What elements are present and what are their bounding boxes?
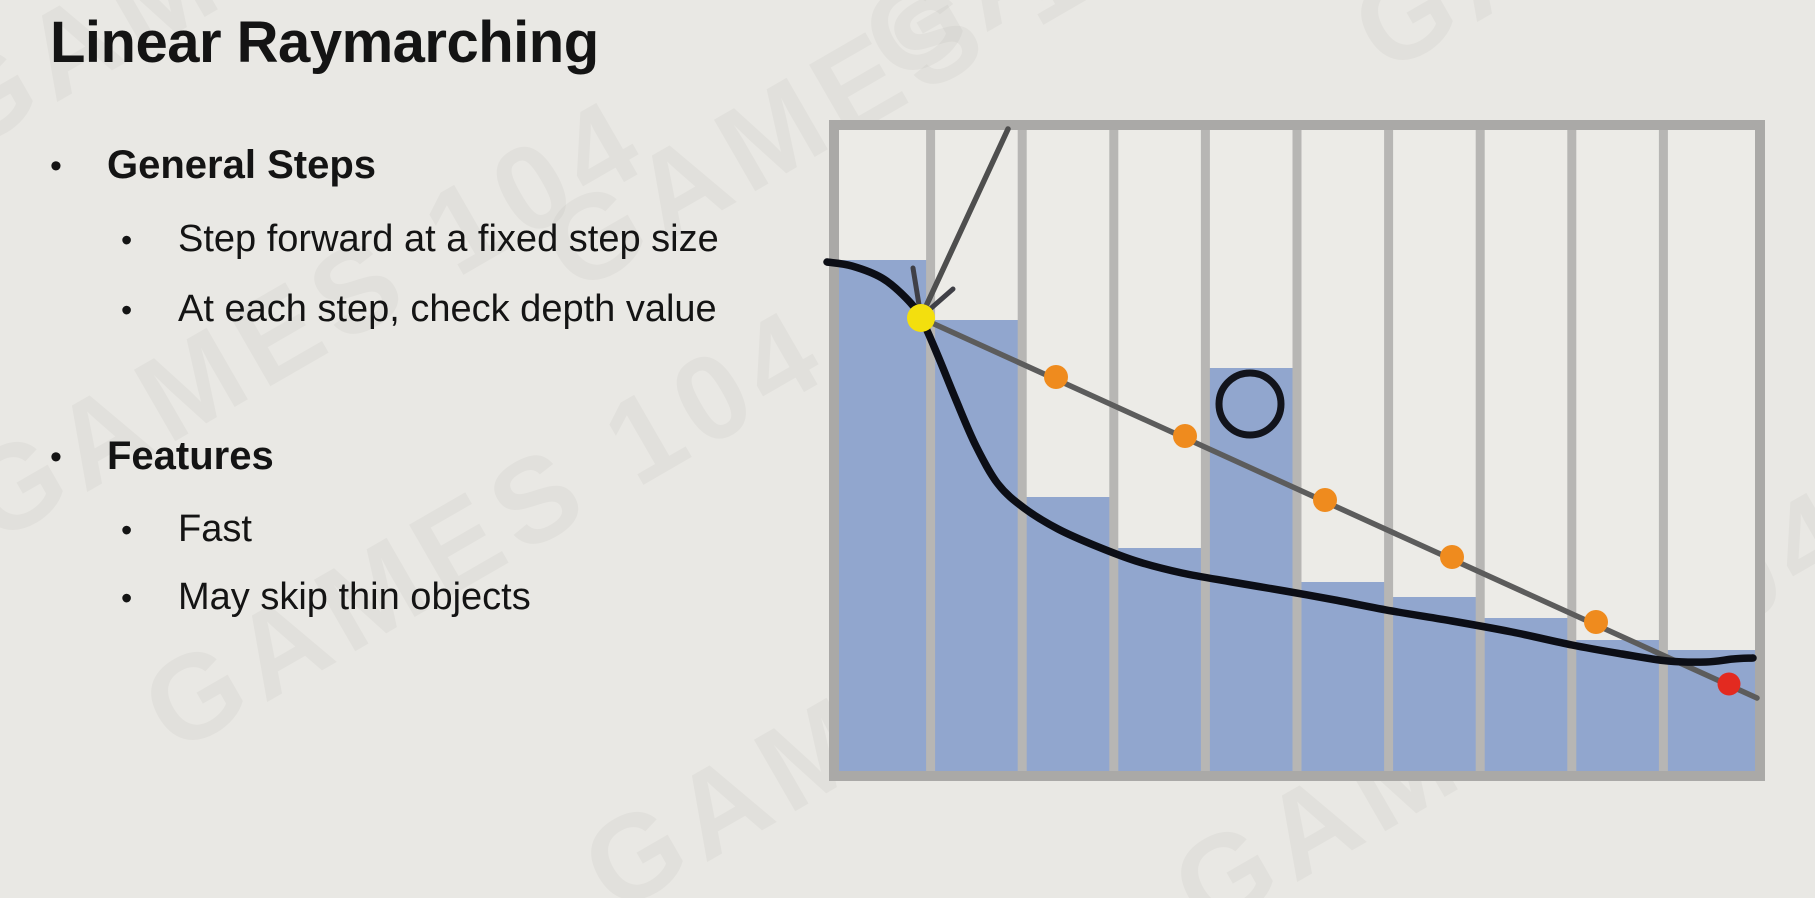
- bullet-marker: •: [50, 438, 62, 476]
- bullet-heading-label: Features: [107, 434, 274, 478]
- depth-bar: [1113, 548, 1206, 771]
- bullet-item-label: Step forward at a fixed step size: [178, 218, 719, 260]
- page-title: Linear Raymarching: [50, 10, 599, 75]
- bullet-heading-label: General Steps: [107, 143, 377, 187]
- scene-depth-curve: [823, 258, 1757, 666]
- bullet-item-check-depth: • At each step, check depth value: [121, 290, 717, 328]
- depth-bar: [930, 320, 1023, 771]
- depth-bar: [839, 260, 931, 771]
- depth-bar: [1571, 640, 1664, 771]
- step-point: [1173, 424, 1197, 448]
- watermark-text: GAMES 104: [1151, 459, 1815, 898]
- bullet-item-fast: • Fast: [121, 510, 252, 548]
- column-divider: [926, 130, 936, 771]
- watermark-text: GAMES 104: [840, 0, 1570, 110]
- bullet-marker: •: [50, 147, 62, 185]
- column-divider: [1475, 130, 1485, 771]
- depth-bar: [1480, 618, 1572, 771]
- watermark-text: GAMES 104: [561, 439, 1290, 898]
- bullet-item-label: May skip thin objects: [178, 576, 531, 618]
- bullet-marker: •: [121, 580, 133, 616]
- column-divider: [1200, 130, 1210, 771]
- step-point: [1313, 488, 1337, 512]
- depth-buffer-background: [839, 130, 1755, 771]
- depth-bar: [1205, 368, 1297, 771]
- depth-bar: [1388, 597, 1481, 771]
- view-ray-arrowhead: [918, 286, 956, 320]
- column-divider: [1109, 130, 1119, 771]
- bullet-heading-general-steps: • General Steps: [50, 145, 376, 185]
- ray-hit-point: [1717, 672, 1741, 696]
- march-ray: [918, 315, 1760, 701]
- view-ray-arrowhead: [910, 265, 924, 320]
- bullet-item-label: At each step, check depth value: [178, 288, 717, 330]
- step-point: [1044, 365, 1068, 389]
- depth-bar: [1297, 582, 1389, 771]
- column-divider: [1017, 130, 1027, 771]
- column-divider: [1658, 130, 1668, 771]
- bullet-item-step-forward: • Step forward at a fixed step size: [121, 220, 719, 258]
- watermark-text: GAMES 104: [1330, 0, 1815, 100]
- bullet-item-label: Fast: [178, 508, 252, 550]
- view-ray: [918, 126, 1011, 320]
- bullet-item-skip-thin: • May skip thin objects: [121, 578, 531, 616]
- bullet-heading-features: • Features: [50, 436, 274, 476]
- bullet-marker: •: [121, 292, 133, 328]
- column-divider: [1567, 130, 1577, 771]
- column-divider: [1292, 130, 1302, 771]
- watermark-text: GAMES 104: [521, 0, 1250, 318]
- frame-border: [829, 120, 1765, 781]
- bullet-marker: •: [121, 512, 133, 548]
- thin-object-marker: [1215, 369, 1285, 439]
- ray-start-point: [907, 304, 935, 332]
- column-divider: [1384, 130, 1394, 771]
- bullet-marker: •: [121, 222, 133, 258]
- step-point: [1440, 545, 1464, 569]
- depth-bar: [1663, 650, 1755, 771]
- step-point: [1584, 610, 1608, 634]
- depth-bar: [1022, 497, 1114, 771]
